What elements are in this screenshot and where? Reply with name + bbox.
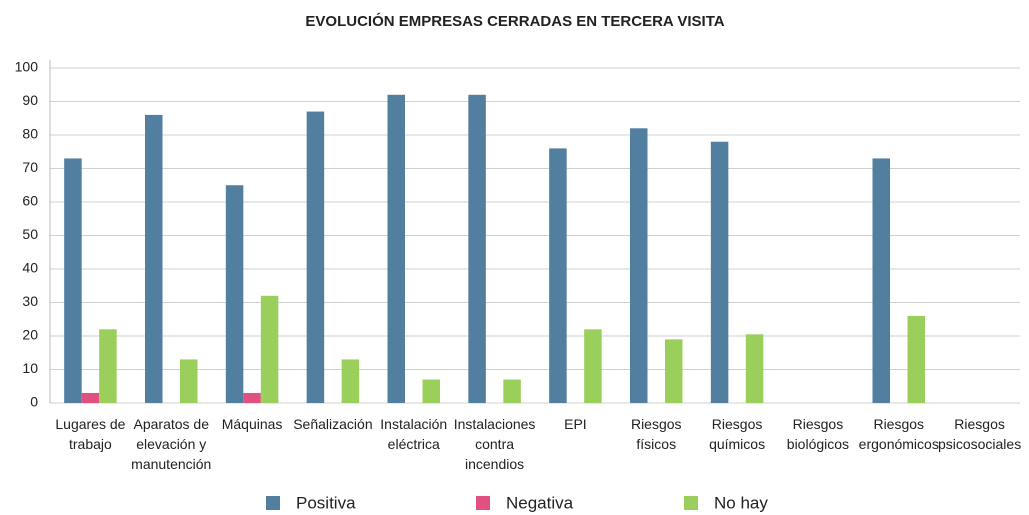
bar [99,329,117,403]
legend-label: No hay [714,493,768,512]
bar [260,295,279,403]
bar [225,185,244,403]
bar [907,315,925,403]
bar [549,148,567,403]
x-tick-label: Lugares de trabajo [55,416,125,452]
x-tick-label: Instalaciones contra incendios [454,416,536,472]
legend-swatch [476,496,490,510]
x-tick-label: Máquinas [222,416,283,432]
y-tick-label: 20 [22,327,38,343]
bar [145,114,163,404]
bar [243,392,261,403]
bar [872,158,890,403]
x-tick-label: Aparatos de elevación y manutención [131,416,211,472]
y-tick-label: 100 [15,59,39,75]
y-tick-label: 10 [22,360,38,376]
x-tick-label: Riesgos biológicos [787,416,849,452]
y-tick-label: 40 [22,260,38,276]
x-tick-label: EPI [564,416,587,432]
bar [710,141,729,403]
x-tick-label: Riesgos psicosociales [938,416,1021,452]
y-tick-label: 30 [22,293,38,309]
bar [745,334,764,403]
x-tick-label: Riesgos químicos [709,416,765,452]
x-tick-label: Riesgos ergonómicos [859,416,939,452]
x-tick-label: Riesgos físicos [631,416,682,452]
legend-label: Positiva [296,493,356,512]
bar [387,94,405,404]
bar [665,339,683,403]
legend-swatch [266,496,280,510]
x-tick-label: Instalación eléctrica [380,416,447,452]
y-tick-label: 70 [22,159,38,175]
bar [503,379,521,403]
y-tick-label: 50 [22,226,38,242]
legend-label: Negativa [506,493,574,512]
chart-title: EVOLUCIÓN EMPRESAS CERRADAS EN TERCERA V… [305,12,724,30]
bar [81,392,100,403]
bar [341,359,360,403]
y-tick-label: 90 [22,92,38,108]
bar [306,111,325,404]
bar [64,158,82,403]
y-tick-label: 60 [22,193,38,209]
bar [630,128,648,404]
x-tick-label: Señalización [293,416,372,432]
y-tick-label: 80 [22,126,38,142]
bar [180,359,198,403]
bar [422,379,440,403]
bar [584,329,602,403]
legend-swatch [684,496,698,510]
y-tick-label: 0 [30,394,38,410]
bar [468,94,486,404]
